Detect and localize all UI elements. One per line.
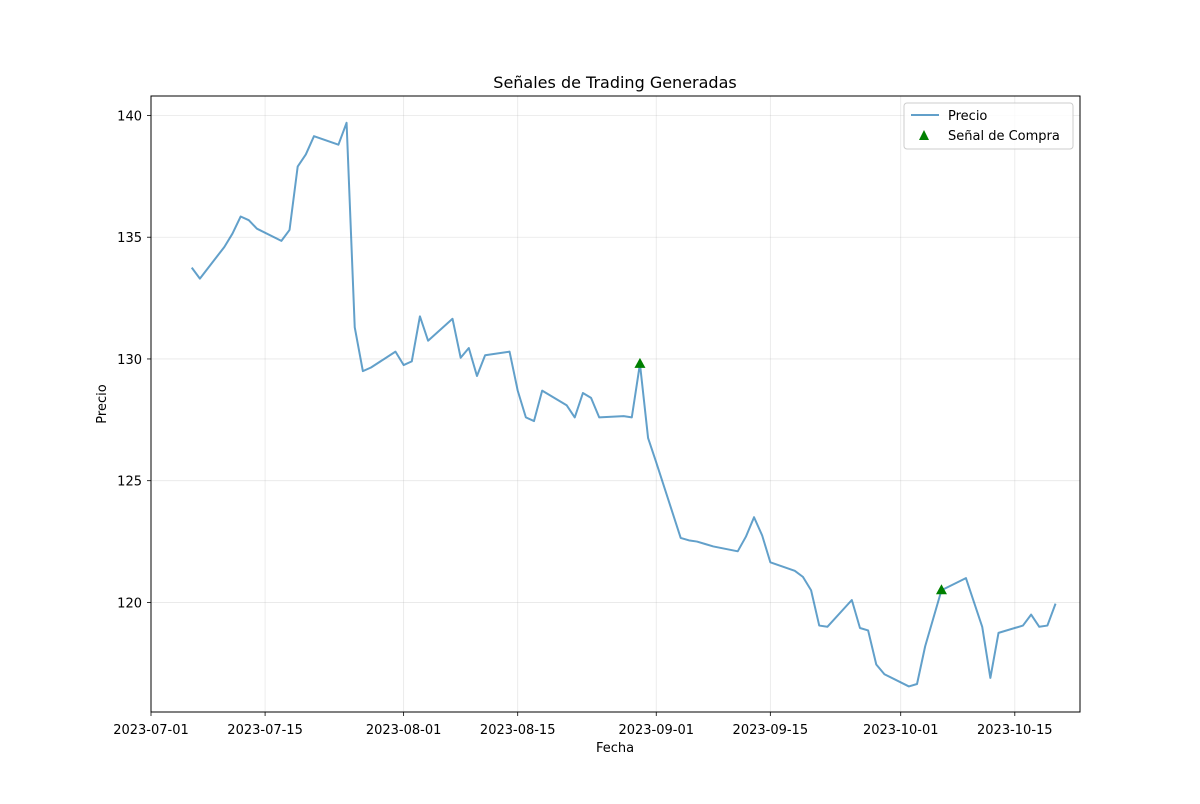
x-tick-label: 2023-08-15 [480, 723, 556, 738]
legend-box [903, 102, 1074, 150]
y-tick-label: 135 [117, 231, 142, 246]
y-tick-label: 120 [117, 596, 142, 611]
price-line [190, 121, 1057, 688]
x-tick-label: 2023-09-01 [618, 723, 694, 738]
y-axis-label: Precio [95, 384, 110, 423]
chart-title: Señales de Trading Generadas [493, 73, 736, 92]
plot-area-frame [150, 95, 1081, 713]
legend: Precio Señal de Compra [903, 102, 1074, 150]
x-axis-label: Fecha [596, 741, 634, 756]
x-axis: 2023-07-01 2023-07-15 2023-08-01 2023-08-15… [113, 712, 1053, 738]
y-tick-label: 125 [117, 475, 142, 490]
x-tick-label: 2023-10-15 [977, 723, 1053, 738]
legend-buy-label: Señal de Compra [948, 129, 1060, 144]
y-tick-label: 140 [117, 109, 142, 124]
legend-price-label: Precio [948, 109, 987, 124]
x-tick-label: 2023-07-15 [227, 723, 303, 738]
price-series [190, 121, 1057, 688]
legend-buy-swatch [919, 130, 929, 140]
buy-signal-series [634, 357, 947, 595]
x-tick-label: 2023-07-01 [113, 723, 189, 738]
x-tick-label: 2023-09-15 [733, 723, 809, 738]
x-tick-label: 2023-10-01 [863, 723, 939, 738]
y-axis: 120 125 130 135 140 [117, 109, 151, 611]
buy-signal-marker [935, 584, 947, 595]
y-tick-label: 130 [117, 353, 142, 368]
x-tick-label: 2023-08-01 [366, 723, 442, 738]
buy-signal-marker [634, 357, 646, 368]
grid-lines [150, 96, 1080, 712]
